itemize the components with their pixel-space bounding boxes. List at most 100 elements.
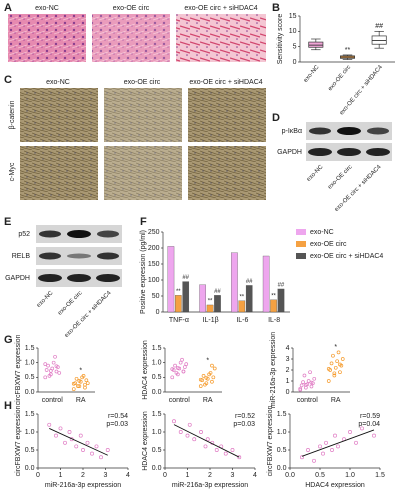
annotation: ##: [214, 289, 221, 295]
point: [298, 387, 303, 392]
x-tick-label: 0: [163, 472, 167, 479]
point: [333, 433, 337, 438]
point: [90, 451, 94, 456]
annotation: p=0.04: [358, 421, 380, 428]
image-label: exo-NC: [35, 5, 59, 12]
legend-label: exo-OE circ: [310, 241, 347, 248]
annotation: *: [334, 344, 337, 351]
y-tick-label: 0.5: [152, 374, 162, 381]
band: [366, 148, 390, 156]
point: [212, 366, 217, 371]
x-tick-label: 4: [253, 472, 257, 479]
x-tick-label: control: [297, 397, 318, 404]
panel-label: E: [4, 216, 11, 228]
point: [180, 357, 184, 362]
x-tick-label: IL-1β: [203, 317, 219, 324]
ihc-image: [188, 88, 266, 142]
y-axis-label: circFBXW7 expression: [267, 405, 274, 476]
panel-label: H: [4, 400, 12, 412]
panel-label: D: [272, 112, 280, 124]
x-tick-label: 3: [231, 472, 235, 479]
point: [210, 379, 214, 384]
y-tick-label: 5: [293, 44, 297, 51]
he-image: [92, 14, 170, 62]
band: [67, 274, 91, 282]
band: [96, 274, 120, 282]
point: [203, 444, 208, 449]
y-tick-label: 0.5: [277, 447, 287, 454]
point: [318, 444, 322, 449]
annotation: ##: [375, 23, 383, 30]
y-axis-label: Positive expression (pg/ml): [140, 230, 147, 314]
x-tick-label: exo-OE circ: [327, 64, 352, 92]
point: [185, 433, 190, 438]
y-axis-label: HDAC4 expression: [142, 340, 149, 400]
image-label: exo-OE circ + siHDAC4: [189, 79, 262, 86]
panel-label: F: [140, 216, 147, 228]
band: [308, 148, 332, 156]
point: [360, 426, 364, 431]
y-tick-label: 50: [152, 293, 160, 300]
y-tick-label: 0.5: [25, 374, 35, 381]
point: [57, 371, 62, 375]
ihc-image: [20, 146, 98, 200]
point: [183, 365, 187, 369]
annotation: ##: [246, 279, 253, 285]
point: [84, 378, 89, 383]
image-label: exo-NC: [46, 79, 70, 86]
fit-line: [173, 424, 240, 458]
band: [38, 274, 62, 282]
point: [211, 375, 216, 380]
point: [309, 384, 314, 389]
point: [77, 379, 82, 383]
point: [170, 367, 175, 371]
point: [308, 370, 312, 375]
band-label: p52: [18, 231, 30, 238]
y-tick-label: 0: [156, 309, 160, 316]
point: [47, 374, 52, 378]
point: [326, 379, 331, 383]
point: [173, 363, 177, 368]
point: [332, 371, 337, 376]
point: [105, 448, 110, 452]
point: [192, 437, 197, 442]
bar: [167, 246, 175, 313]
x-tick-label: 1.0: [345, 472, 355, 479]
annotation: **: [208, 299, 213, 305]
point: [181, 369, 186, 374]
panel-d: D p-IκBα GAPDH exo-NC exo-OE circ exo-OE…: [272, 112, 392, 213]
y-axis-label: miR-216a-3p expression: [270, 332, 277, 408]
lane-label: exo-OE circ: [57, 290, 83, 316]
x-tick-label: TNF-α: [169, 317, 189, 324]
point: [76, 384, 80, 388]
bar: [231, 252, 238, 313]
point: [302, 373, 307, 378]
panel-label: G: [4, 334, 13, 346]
point: [300, 455, 304, 460]
image-label: exo-OE circ: [124, 79, 161, 86]
annotation: **: [239, 294, 244, 300]
point: [333, 365, 338, 370]
x-tick-label: 3: [104, 472, 108, 479]
y-tick-label: 1.0: [152, 360, 162, 367]
ihc-image: [104, 88, 182, 142]
point: [58, 426, 63, 431]
fit-line: [301, 429, 375, 457]
point: [230, 448, 235, 452]
y-tick-label: 0: [286, 389, 290, 396]
x-tick-label: 2: [81, 472, 85, 479]
box: [308, 41, 324, 48]
point: [176, 366, 180, 370]
annotation: *: [79, 368, 82, 375]
annotation: r=0.54: [108, 413, 128, 420]
point: [198, 377, 203, 382]
point: [312, 376, 317, 381]
point: [54, 369, 59, 374]
y-axis-label: Sensitivity score: [277, 14, 284, 65]
panel-a: A exo-NC exo-OE circ exo-OE circ + siHDA…: [4, 2, 266, 62]
point: [204, 376, 209, 380]
legend-swatch: [296, 253, 306, 259]
y-tick-label: 0.5: [152, 447, 162, 454]
x-tick-label: 1: [186, 472, 190, 479]
y-tick-label: 100: [148, 277, 160, 284]
